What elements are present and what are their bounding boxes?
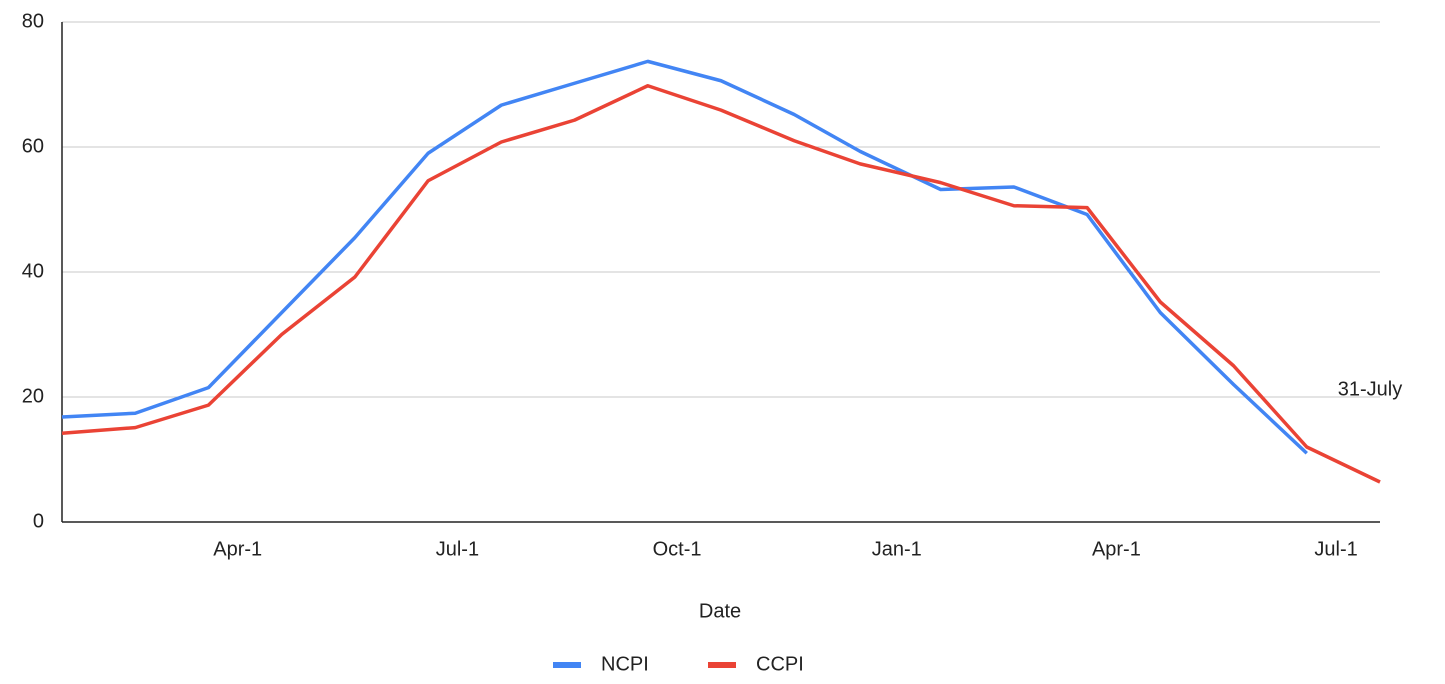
x-tick-label: Oct-1 [653,538,702,560]
x-tick-label: Jul-1 [1314,538,1357,560]
legend-swatch [708,662,736,668]
x-tick-label: Apr-1 [1092,538,1141,560]
line-series [61,59,1308,455]
y-tick-label: 40 [22,260,44,282]
annotation: 31-July [1338,378,1402,400]
y-tick-label: 80 [22,10,44,32]
line-series [61,84,1381,484]
legend-swatch [553,662,581,668]
x-tick-label: Apr-1 [213,538,262,560]
x-tick-label: Jul-1 [436,538,479,560]
x-tick-label: Jan-1 [872,538,922,560]
legend-label: NCPI [601,653,649,675]
y-tick-label: 0 [33,510,44,532]
legend-label: CCPI [756,653,804,675]
y-tick-label: 20 [22,385,44,407]
y-tick-label: 60 [22,135,44,157]
x-axis-title: Date [699,600,741,622]
